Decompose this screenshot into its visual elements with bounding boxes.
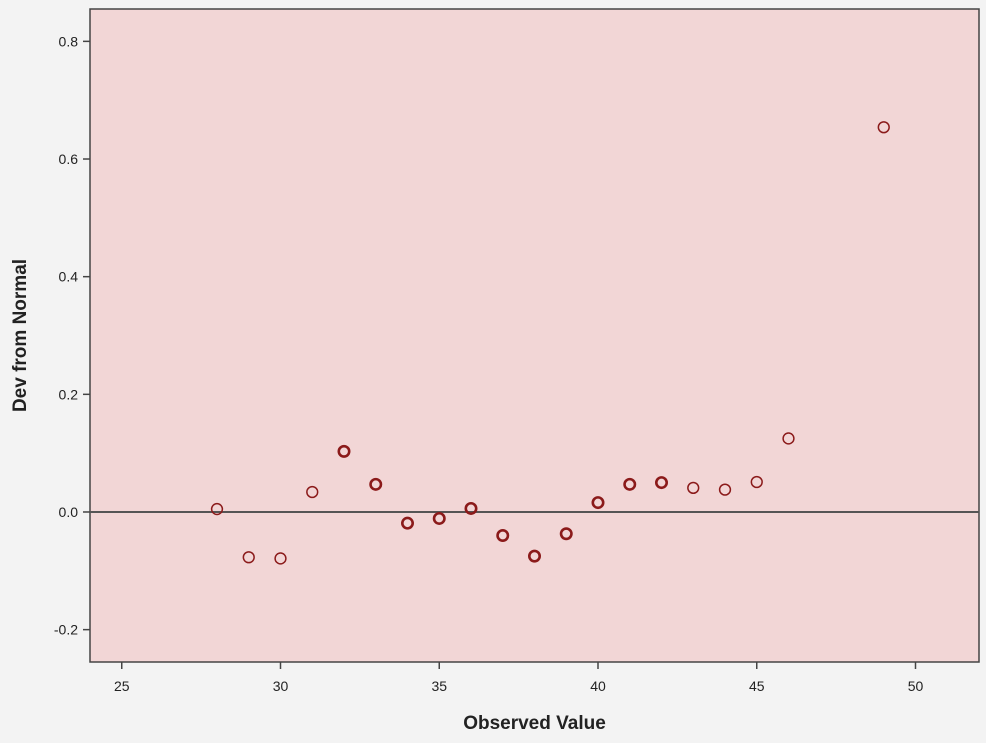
data-point: [306, 485, 319, 499]
y-tick-label: -0.2: [54, 622, 78, 638]
data-point: [877, 121, 890, 134]
data-point: [464, 501, 478, 515]
y-axis: -0.2 0.0 0.2 0.4 0.6 0.8: [54, 33, 90, 638]
y-tick-label: 0.2: [59, 386, 79, 402]
y-tick-label: 0.6: [59, 151, 79, 167]
data-point: [242, 551, 255, 564]
x-tick-label: 25: [114, 678, 130, 694]
data-point: [718, 483, 732, 496]
data-point: [496, 529, 510, 543]
data-point: [274, 552, 287, 565]
data-point: [591, 496, 605, 510]
x-axis: 25 30 35 40 45 50: [114, 662, 924, 694]
data-point: [559, 527, 573, 541]
data-point: [750, 475, 763, 489]
data-point: [527, 549, 541, 563]
data-point: [400, 516, 414, 530]
x-tick-label: 35: [431, 678, 447, 694]
data-point: [782, 432, 795, 445]
y-tick-label: 0.0: [59, 504, 79, 520]
x-tick-label: 50: [908, 678, 924, 694]
plot-area: [89, 8, 980, 663]
data-points: [210, 121, 890, 565]
y-axis-title: Dev from Normal: [10, 259, 31, 412]
x-axis-title: Observed Value: [463, 713, 606, 734]
data-point: [654, 476, 668, 490]
data-point: [210, 502, 224, 516]
data-point: [432, 511, 446, 525]
x-tick-label: 40: [590, 678, 606, 694]
data-point: [369, 477, 383, 491]
data-point: [623, 477, 637, 491]
y-tick-label: 0.4: [59, 269, 79, 285]
data-point: [687, 481, 700, 495]
x-tick-label: 30: [273, 678, 289, 694]
data-point: [337, 444, 351, 458]
y-tick-label: 0.8: [59, 33, 79, 49]
x-tick-label: 45: [749, 678, 765, 694]
